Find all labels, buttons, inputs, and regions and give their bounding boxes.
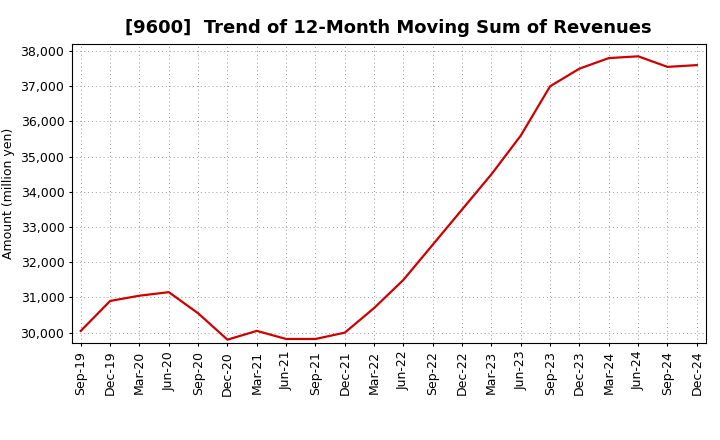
Y-axis label: Amount (million yen): Amount (million yen) bbox=[2, 128, 15, 259]
Title: [9600]  Trend of 12-Month Moving Sum of Revenues: [9600] Trend of 12-Month Moving Sum of R… bbox=[125, 19, 652, 37]
